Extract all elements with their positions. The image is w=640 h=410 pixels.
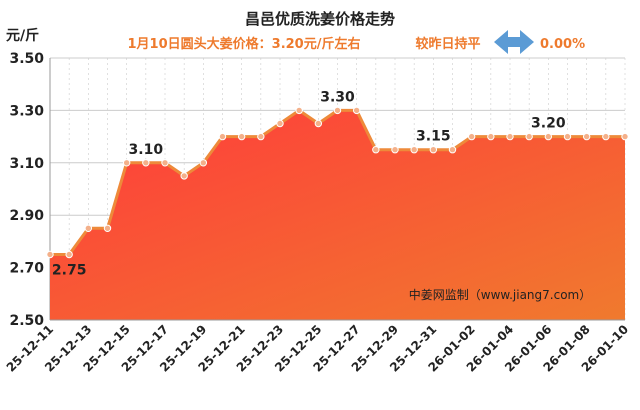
data-labels: 2.75 3.10 3.30 3.15 3.20: [52, 89, 566, 278]
y-tick-label: 2.90: [9, 208, 44, 224]
data-point: [372, 146, 380, 154]
data-point: [122, 159, 131, 167]
data-point: [142, 159, 150, 167]
data-label: 3.20: [531, 116, 566, 132]
y-tick-label: 3.30: [9, 103, 44, 119]
data-point: [487, 132, 495, 141]
y-tick-label: 3.50: [9, 51, 44, 67]
price-area: [50, 110, 625, 321]
data-point: [506, 132, 514, 141]
y-tick-label: 3.10: [9, 156, 44, 172]
data-point: [391, 146, 399, 154]
change-value: 0.00%: [540, 37, 585, 52]
data-point: [563, 132, 572, 141]
data-point: [237, 132, 246, 141]
data-point: [410, 146, 418, 154]
chart-title: 昌邑优质洗姜价格走势: [245, 10, 395, 28]
data-point: [257, 132, 265, 141]
data-point: [314, 119, 323, 128]
data-point: [544, 132, 553, 141]
data-point: [276, 119, 284, 128]
data-point: [429, 146, 438, 154]
data-point: [46, 250, 54, 259]
y-tick-label: 2.50: [9, 313, 44, 329]
data-point: [602, 132, 610, 141]
data-point: [525, 132, 533, 141]
data-point: [65, 250, 73, 259]
unit-label: 元/斤: [6, 27, 39, 44]
data-point: [180, 172, 188, 180]
chart-subtitle: 1月10日圆头大姜价格：3.20元/斤左右: [128, 36, 361, 52]
data-point: [467, 132, 476, 141]
data-label: 3.15: [416, 129, 451, 145]
data-point: [333, 106, 342, 115]
price-area-fill: [50, 110, 625, 321]
x-axis: 25-12-1125-12-1325-12-1525-12-1725-12-19…: [4, 319, 631, 375]
y-tick-label: 2.70: [9, 261, 44, 277]
data-point: [199, 159, 208, 167]
source-note: 中姜网监制（www.jiang7.com）: [409, 287, 591, 302]
data-markers: [46, 106, 629, 259]
data-point: [295, 106, 303, 115]
data-label: 3.10: [129, 142, 164, 158]
data-label: 3.30: [320, 89, 355, 105]
data-point: [84, 224, 93, 233]
data-label: 2.75: [52, 263, 87, 279]
y-axis: 2.50 2.70 2.90 3.10 3.30 3.50: [9, 51, 51, 329]
data-point: [218, 132, 227, 141]
data-point: [448, 146, 457, 154]
data-point: [621, 132, 629, 141]
change-label: 较昨日持平: [415, 36, 480, 52]
data-point: [103, 224, 112, 233]
data-point: [161, 159, 169, 167]
data-point: [582, 132, 591, 141]
double-arrow-icon: [494, 30, 534, 54]
data-point: [352, 106, 361, 115]
